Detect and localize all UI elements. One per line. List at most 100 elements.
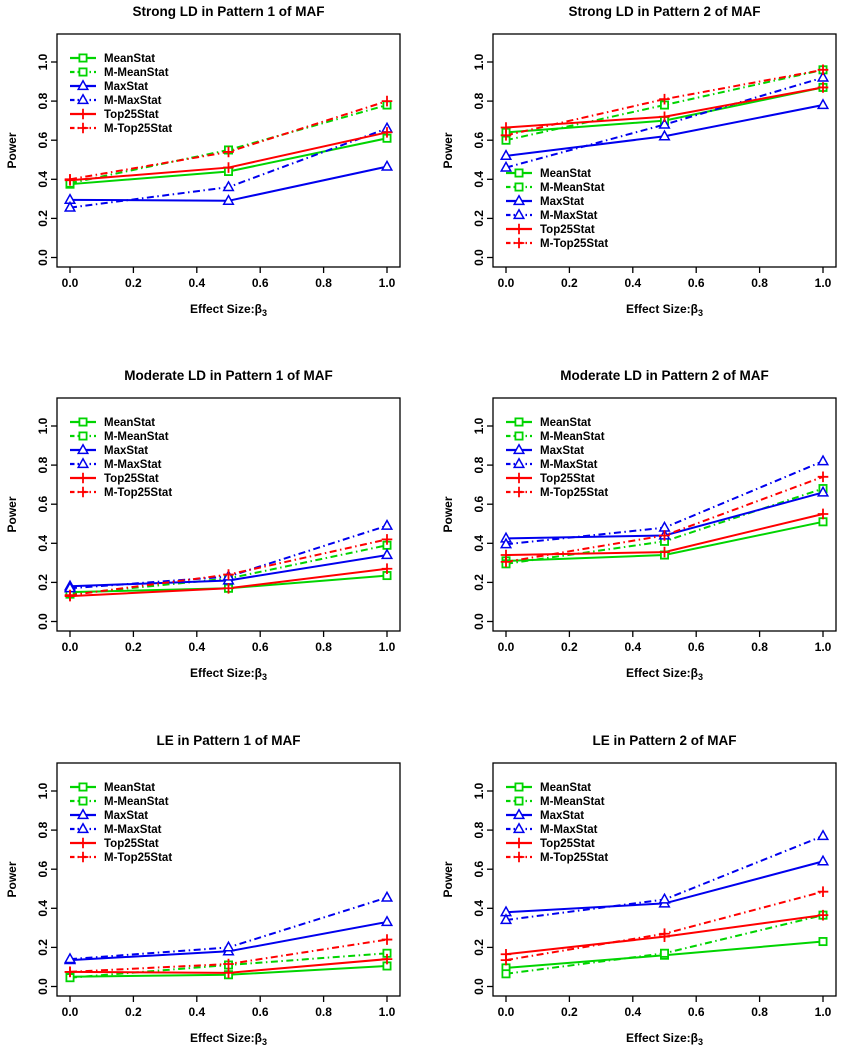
x-tick-label: 0.2	[561, 640, 578, 654]
y-tick-label: 0.6	[36, 132, 50, 149]
y-tick-label: 0.6	[472, 861, 486, 878]
legend-label: M-MeanStat	[104, 431, 169, 443]
y-tick-label: 0.0	[36, 613, 50, 630]
plus-marker	[381, 563, 393, 575]
x-tick-label: 1.0	[815, 640, 832, 654]
plus-marker	[381, 934, 393, 945]
plus-marker	[659, 111, 670, 123]
x-tick-label: 1.0	[815, 1005, 832, 1019]
plus-marker	[77, 837, 89, 849]
triangle-marker	[816, 454, 830, 466]
x-tick-label: 0.4	[188, 640, 205, 654]
panel-title: Moderate LD in Pattern 1 of MAF	[124, 368, 333, 383]
y-axis-label: Power	[441, 861, 455, 897]
triangle-marker	[512, 194, 526, 206]
plus-marker	[500, 130, 512, 141]
series-line-m-top25stat	[505, 68, 824, 137]
panel-title: Strong LD in Pattern 1 of MAF	[133, 4, 325, 19]
legend-label: M-Top25Stat	[104, 487, 172, 499]
triangle-marker	[816, 98, 830, 110]
panel-title: Strong LD in Pattern 2 of MAF	[569, 4, 761, 19]
triangle-marker	[380, 548, 394, 560]
plus-marker	[381, 534, 393, 545]
square-marker	[78, 796, 88, 806]
plus-marker	[513, 486, 525, 498]
y-tick-label: 0.0	[36, 249, 50, 266]
x-tick-label: 0.8	[751, 276, 768, 290]
plus-marker	[659, 530, 670, 541]
plus-marker	[817, 508, 829, 520]
y-tick-label: 1.0	[472, 782, 486, 799]
triangle-marker	[816, 70, 830, 82]
plus-marker	[513, 237, 525, 249]
triangle-marker	[76, 79, 90, 91]
square-marker	[501, 969, 511, 979]
x-tick-label: 0.2	[125, 1005, 142, 1019]
legend-label: MaxStat	[104, 445, 148, 457]
triangle-marker	[76, 457, 90, 469]
legend-label: Top25Stat	[104, 109, 159, 121]
plus-marker	[513, 837, 525, 849]
legend-label: M-MeanStat	[104, 67, 169, 79]
legend-label: MaxStat	[104, 81, 148, 93]
y-tick-label: 0.6	[36, 861, 50, 878]
square-marker	[78, 53, 88, 63]
square-marker	[514, 417, 524, 427]
x-tick-label: 0.2	[561, 276, 578, 290]
y-tick-label: 1.0	[472, 417, 486, 434]
plus-marker	[64, 966, 76, 978]
y-tick-label: 0.2	[472, 939, 486, 956]
x-tick-label: 0.8	[315, 276, 332, 290]
y-axis-label: Power	[5, 496, 19, 532]
y-tick-label: 0.0	[472, 613, 486, 630]
legend-label: MeanStat	[540, 168, 591, 180]
legend-label: M-Top25Stat	[540, 487, 608, 499]
plus-marker	[223, 569, 234, 580]
legend-label: MeanStat	[104, 53, 155, 65]
triangle-marker	[63, 952, 77, 964]
square-marker	[818, 517, 828, 527]
y-tick-label: 0.8	[472, 456, 486, 473]
legend-label: M-MaxStat	[104, 95, 162, 107]
plus-marker	[817, 471, 829, 483]
legend-label: M-MeanStat	[540, 431, 605, 443]
triangle-marker	[512, 822, 526, 834]
legend-label: Top25Stat	[540, 838, 595, 850]
x-tick-label: 0.0	[62, 1005, 79, 1019]
y-tick-label: 0.2	[36, 574, 50, 591]
triangle-marker	[380, 159, 394, 171]
triangle-marker	[658, 892, 671, 904]
plot-box	[56, 33, 401, 268]
x-tick-label: 0.4	[624, 276, 641, 290]
triangle-marker	[512, 808, 526, 820]
y-tick-label: 0.4	[36, 171, 50, 188]
legend-label: M-MaxStat	[104, 824, 162, 836]
x-axis-label: Effect Size:β3	[626, 302, 703, 318]
plus-marker	[223, 582, 234, 594]
y-tick-label: 0.0	[472, 978, 486, 995]
y-tick-label: 0.4	[472, 535, 486, 552]
x-tick-label: 0.6	[688, 1005, 705, 1019]
y-tick-label: 0.6	[36, 496, 50, 513]
y-tick-label: 0.8	[472, 821, 486, 838]
x-tick-label: 0.0	[498, 1005, 515, 1019]
y-tick-label: 0.8	[36, 456, 50, 473]
panel-moderate-ld-pattern-1: Moderate LD in Pattern 1 of MAF 0.0 0.2 0.4…	[5, 368, 401, 682]
legend-label: MaxStat	[540, 196, 584, 208]
plot-box	[492, 762, 837, 997]
triangle-marker	[76, 822, 90, 834]
triangle-marker	[658, 520, 671, 532]
plus-marker	[817, 64, 829, 76]
plus-marker	[817, 909, 829, 921]
plus-marker	[513, 851, 525, 863]
plus-marker	[381, 95, 393, 107]
triangle-marker	[499, 537, 513, 549]
triangle-marker	[499, 913, 513, 925]
plot-box	[56, 762, 401, 997]
x-axis-label: Effect Size:β3	[190, 1031, 267, 1047]
panel-title: Moderate LD in Pattern 2 of MAF	[560, 368, 769, 383]
plus-marker	[64, 589, 76, 601]
plus-marker	[223, 146, 234, 158]
plus-marker	[77, 108, 89, 120]
legend-label: M-Top25Stat	[104, 123, 172, 135]
